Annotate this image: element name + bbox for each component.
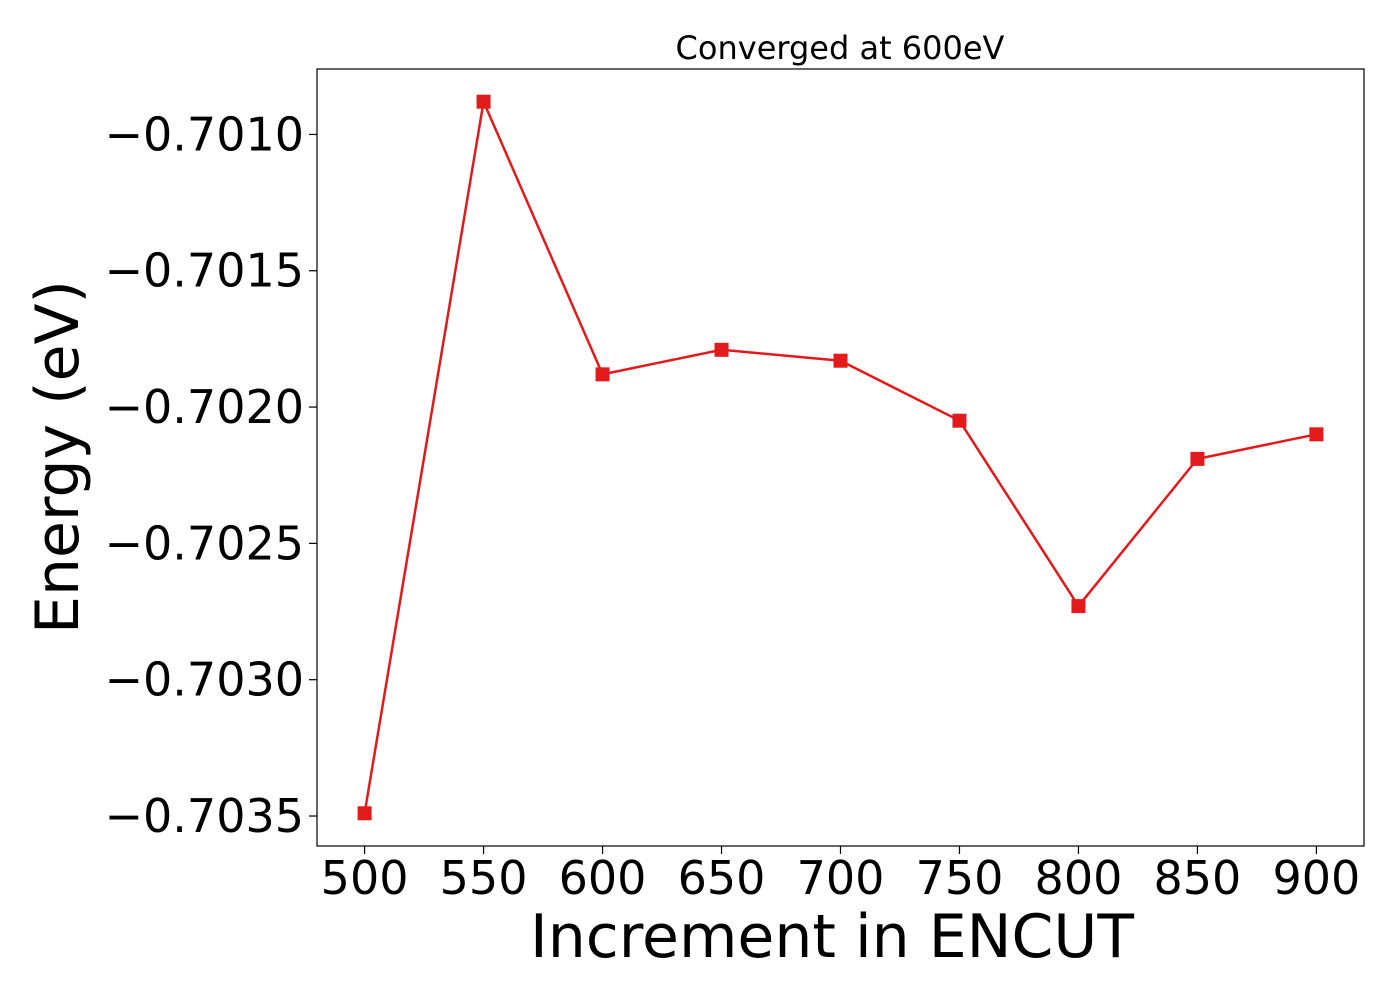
data-point-marker (833, 353, 848, 368)
data-point-marker (476, 94, 491, 109)
y-axis-title: Energy (eV) (23, 280, 93, 634)
x-tick-label: 850 (1154, 851, 1242, 905)
x-axis: 500 550 600 650 700 750 800 850 900 (321, 846, 1361, 905)
x-tick-label: 650 (678, 851, 766, 905)
y-tick-label: −0.7015 (105, 244, 305, 298)
x-tick-label: 500 (321, 851, 409, 905)
data-point-marker (1190, 451, 1205, 466)
y-axis: −0.7035 −0.7030 −0.7025 −0.7020 −0.7015 −0.70… (105, 107, 317, 843)
x-axis-title: Increment in ENCUT (530, 902, 1134, 972)
x-tick-label: 750 (916, 851, 1004, 905)
data-point-marker (357, 806, 372, 821)
y-tick-label: −0.7010 (105, 107, 305, 161)
y-tick-label: −0.7030 (105, 653, 305, 707)
chart-title: Converged at 600eV (676, 29, 1005, 67)
data-point-marker (1309, 427, 1324, 442)
data-point-marker (1071, 599, 1086, 614)
x-tick-label: 600 (559, 851, 647, 905)
x-tick-label: 900 (1273, 851, 1361, 905)
y-tick-label: −0.7020 (105, 380, 305, 434)
data-point-marker (714, 342, 729, 357)
x-tick-label: 800 (1035, 851, 1123, 905)
y-tick-label: −0.7025 (105, 516, 305, 570)
y-tick-label: −0.7035 (105, 789, 305, 843)
series-line (363, 97, 1317, 814)
data-point-marker (952, 413, 967, 428)
series-layer (357, 94, 1324, 821)
x-tick-label: 700 (797, 851, 885, 905)
x-tick-label: 550 (440, 851, 528, 905)
data-point-marker (595, 367, 610, 382)
